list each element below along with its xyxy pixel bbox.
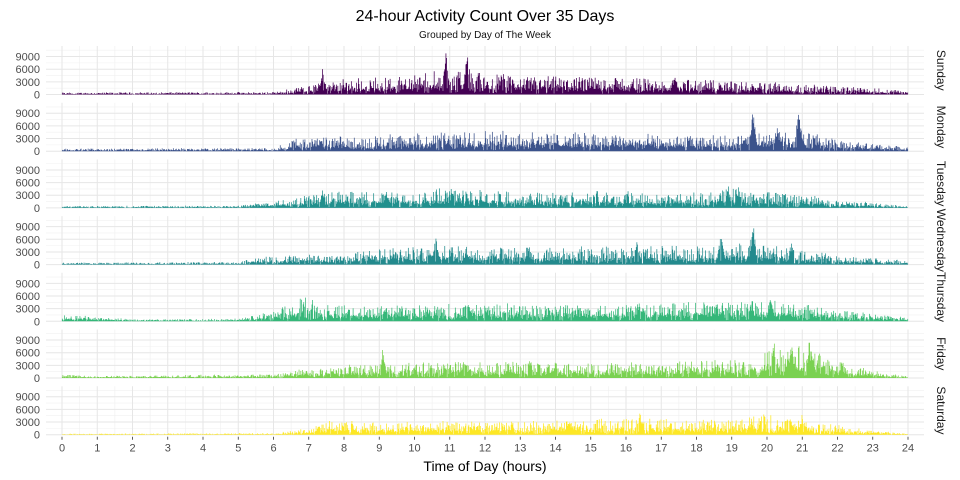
x-tick-label: 17 — [655, 443, 667, 455]
x-tick-label: 8 — [341, 443, 347, 455]
activity-bars-friday — [61, 342, 909, 378]
y-tick-label: 9000 — [16, 165, 40, 177]
y-tick-label: 9000 — [16, 108, 40, 120]
x-tick-label: 20 — [761, 443, 773, 455]
y-tick-label: 6000 — [16, 234, 40, 246]
y-tick-label: 9000 — [16, 222, 40, 234]
facet-label-thursday: Thursday — [934, 272, 948, 322]
x-tick-label: 10 — [408, 443, 420, 455]
x-tick-label: 3 — [165, 443, 171, 455]
x-tick-label: 21 — [796, 443, 808, 455]
chart-title: 24-hour Activity Count Over 35 Days — [356, 8, 615, 25]
facet-label-sunday: Sunday — [934, 50, 948, 91]
x-tick-label: 24 — [902, 443, 914, 455]
y-tick-label: 0 — [34, 260, 40, 272]
y-tick-label: 0 — [34, 146, 40, 158]
y-tick-label: 3000 — [16, 77, 40, 89]
x-tick-label: 6 — [270, 443, 276, 455]
x-tick-label: 12 — [479, 443, 491, 455]
facet-label-saturday: Saturday — [934, 386, 948, 434]
y-tick-label: 0 — [34, 316, 40, 328]
y-tick-label: 0 — [34, 203, 40, 215]
y-tick-label: 6000 — [16, 291, 40, 303]
x-tick-label: 13 — [514, 443, 526, 455]
facet-label-tuesday: Tuesday — [934, 161, 948, 207]
x-tick-label: 11 — [444, 443, 455, 455]
x-tick-label: 15 — [585, 443, 597, 455]
x-tick-label: 1 — [94, 443, 100, 455]
facet-label-friday: Friday — [934, 337, 948, 370]
y-tick-label: 0 — [34, 90, 40, 102]
x-tick-label: 2 — [129, 443, 135, 455]
activity-bars-wednesday — [61, 228, 909, 265]
x-tick-label: 19 — [726, 443, 738, 455]
activity-bars-saturday — [61, 413, 909, 435]
y-tick-label: 3000 — [16, 134, 40, 146]
y-tick-label: 3000 — [16, 247, 40, 259]
x-tick-label: 4 — [200, 443, 206, 455]
facet-label-wednesday: Wednesday — [934, 209, 948, 272]
activity-bars-tuesday — [61, 186, 909, 208]
y-tick-label: 6000 — [16, 121, 40, 133]
x-tick-label: 5 — [235, 443, 241, 455]
activity-bars-monday — [61, 114, 909, 152]
y-tick-label: 3000 — [16, 417, 40, 429]
x-tick-label: 7 — [306, 443, 312, 455]
y-tick-label: 0 — [34, 373, 40, 385]
x-tick-label: 18 — [690, 443, 702, 455]
x-tick-label: 16 — [620, 443, 632, 455]
y-tick-label: 6000 — [16, 178, 40, 190]
y-tick-label: 6000 — [16, 64, 40, 76]
x-tick-label: 22 — [831, 443, 843, 455]
activity-bars-sunday — [61, 53, 909, 95]
x-axis-label: Time of Day (hours) — [423, 458, 546, 474]
facet-label-monday: Monday — [934, 106, 948, 149]
y-tick-label: 9000 — [16, 278, 40, 290]
y-tick-label: 0 — [34, 430, 40, 442]
y-tick-label: 3000 — [16, 190, 40, 202]
y-tick-label: 6000 — [16, 348, 40, 360]
y-tick-label: 9000 — [16, 392, 40, 404]
y-tick-label: 9000 — [16, 335, 40, 347]
chart-subtitle: Grouped by Day of The Week — [419, 30, 552, 41]
y-tick-label: 9000 — [16, 52, 40, 64]
x-tick-label: 0 — [59, 443, 65, 455]
y-tick-label: 6000 — [16, 404, 40, 416]
y-tick-label: 3000 — [16, 360, 40, 372]
x-axis: 0 1 2 3 4 5 6 7 8 9 10 11 12 13 14 15 16 17 18 19 20 21 22 23 24 — [59, 436, 914, 455]
y-tick-label: 3000 — [16, 304, 40, 316]
activity-bars-thursday — [61, 297, 909, 322]
x-tick-label: 14 — [549, 443, 561, 455]
x-tick-label: 9 — [376, 443, 382, 455]
x-tick-label: 23 — [867, 443, 879, 455]
